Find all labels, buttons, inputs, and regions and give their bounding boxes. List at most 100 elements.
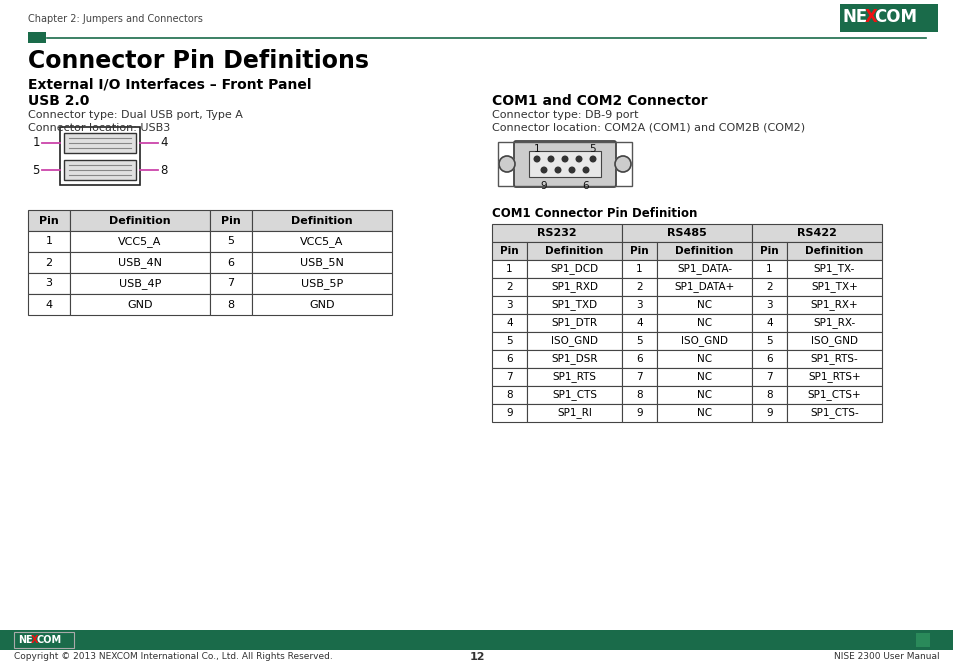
Text: SP1_RTS+: SP1_RTS+ — [807, 372, 860, 382]
Bar — [526, 242, 621, 260]
Bar — [657, 260, 751, 278]
Bar — [751, 332, 786, 350]
Text: 4: 4 — [765, 318, 772, 328]
Text: 9: 9 — [636, 408, 642, 418]
Bar — [210, 273, 252, 294]
Text: SP1_TXD: SP1_TXD — [551, 300, 597, 310]
Text: SP1_RI: SP1_RI — [557, 407, 591, 419]
Bar — [751, 404, 786, 422]
Text: SP1_RTS: SP1_RTS — [552, 372, 596, 382]
Bar — [621, 386, 657, 404]
Bar — [786, 368, 882, 386]
Bar — [526, 332, 621, 350]
Text: 2: 2 — [46, 257, 52, 267]
Text: Definition: Definition — [291, 216, 353, 226]
Bar — [751, 350, 786, 368]
Bar — [526, 296, 621, 314]
Text: Pin: Pin — [39, 216, 59, 226]
Bar — [915, 633, 929, 647]
Bar — [930, 633, 944, 647]
Bar — [497, 142, 631, 186]
Text: Chapter 2: Jumpers and Connectors: Chapter 2: Jumpers and Connectors — [28, 14, 203, 24]
Bar — [751, 260, 786, 278]
Bar — [621, 242, 657, 260]
Bar — [526, 278, 621, 296]
Bar — [840, 4, 937, 32]
Text: COM1 and COM2 Connector: COM1 and COM2 Connector — [492, 94, 707, 108]
Text: 1: 1 — [46, 237, 52, 247]
Bar — [492, 278, 526, 296]
Text: SP1_RX-: SP1_RX- — [813, 318, 855, 329]
Text: 5: 5 — [636, 336, 642, 346]
Bar — [786, 278, 882, 296]
Text: Connector type: Dual USB port, Type A: Connector type: Dual USB port, Type A — [28, 110, 243, 120]
Text: 7: 7 — [227, 278, 234, 288]
Bar — [786, 386, 882, 404]
Bar — [657, 404, 751, 422]
Bar — [621, 404, 657, 422]
Circle shape — [576, 156, 581, 162]
Text: 6: 6 — [227, 257, 234, 267]
Text: 3: 3 — [636, 300, 642, 310]
Text: 2: 2 — [636, 282, 642, 292]
Text: 3: 3 — [506, 300, 513, 310]
Bar — [786, 242, 882, 260]
Bar — [529, 151, 600, 177]
Bar — [252, 273, 392, 294]
Text: Pin: Pin — [630, 246, 648, 256]
Text: 2: 2 — [506, 282, 513, 292]
Text: NC: NC — [697, 372, 711, 382]
Text: 12: 12 — [469, 652, 484, 662]
Text: 5: 5 — [589, 144, 596, 154]
Bar — [621, 224, 751, 242]
Text: 1: 1 — [765, 264, 772, 274]
Text: X: X — [863, 8, 877, 26]
Bar — [14, 632, 74, 648]
Text: 5: 5 — [506, 336, 513, 346]
Text: 1: 1 — [32, 136, 40, 149]
Bar — [786, 332, 882, 350]
Text: Definition: Definition — [675, 246, 733, 256]
Bar — [70, 231, 210, 252]
Text: 2: 2 — [765, 282, 772, 292]
Bar — [70, 294, 210, 315]
Bar — [492, 242, 526, 260]
Text: 7: 7 — [765, 372, 772, 382]
Text: SP1_RX+: SP1_RX+ — [810, 300, 858, 310]
Circle shape — [498, 156, 515, 172]
Bar — [210, 252, 252, 273]
Text: 6: 6 — [506, 354, 513, 364]
Text: External I/O Interfaces – Front Panel: External I/O Interfaces – Front Panel — [28, 78, 312, 92]
Text: 5: 5 — [32, 163, 40, 177]
Text: USB_5P: USB_5P — [300, 278, 343, 289]
Bar — [64, 160, 136, 180]
Text: ISO_GND: ISO_GND — [551, 335, 598, 347]
Bar — [526, 260, 621, 278]
Bar — [28, 32, 46, 43]
Bar — [751, 242, 786, 260]
Text: Copyright © 2013 NEXCOM International Co., Ltd. All Rights Reserved.: Copyright © 2013 NEXCOM International Co… — [14, 652, 333, 661]
Text: SP1_TX+: SP1_TX+ — [810, 282, 857, 292]
Bar — [621, 350, 657, 368]
Bar — [526, 350, 621, 368]
Text: Connector Pin Definitions: Connector Pin Definitions — [28, 49, 369, 73]
Bar — [657, 386, 751, 404]
Bar — [786, 296, 882, 314]
Text: Pin: Pin — [499, 246, 518, 256]
Bar — [28, 294, 70, 315]
Text: 3: 3 — [46, 278, 52, 288]
Bar — [492, 404, 526, 422]
Bar — [28, 210, 70, 231]
Text: 8: 8 — [506, 390, 513, 400]
Text: GND: GND — [309, 300, 335, 310]
FancyBboxPatch shape — [514, 141, 616, 187]
Text: SP1_DATA+: SP1_DATA+ — [674, 282, 734, 292]
Text: USB 2.0: USB 2.0 — [28, 94, 90, 108]
Bar — [492, 350, 526, 368]
Text: Definition: Definition — [804, 246, 862, 256]
Bar — [60, 127, 140, 185]
Text: SP1_CTS-: SP1_CTS- — [809, 407, 858, 419]
Text: 9: 9 — [540, 181, 547, 191]
Bar — [64, 133, 136, 153]
Bar — [621, 278, 657, 296]
